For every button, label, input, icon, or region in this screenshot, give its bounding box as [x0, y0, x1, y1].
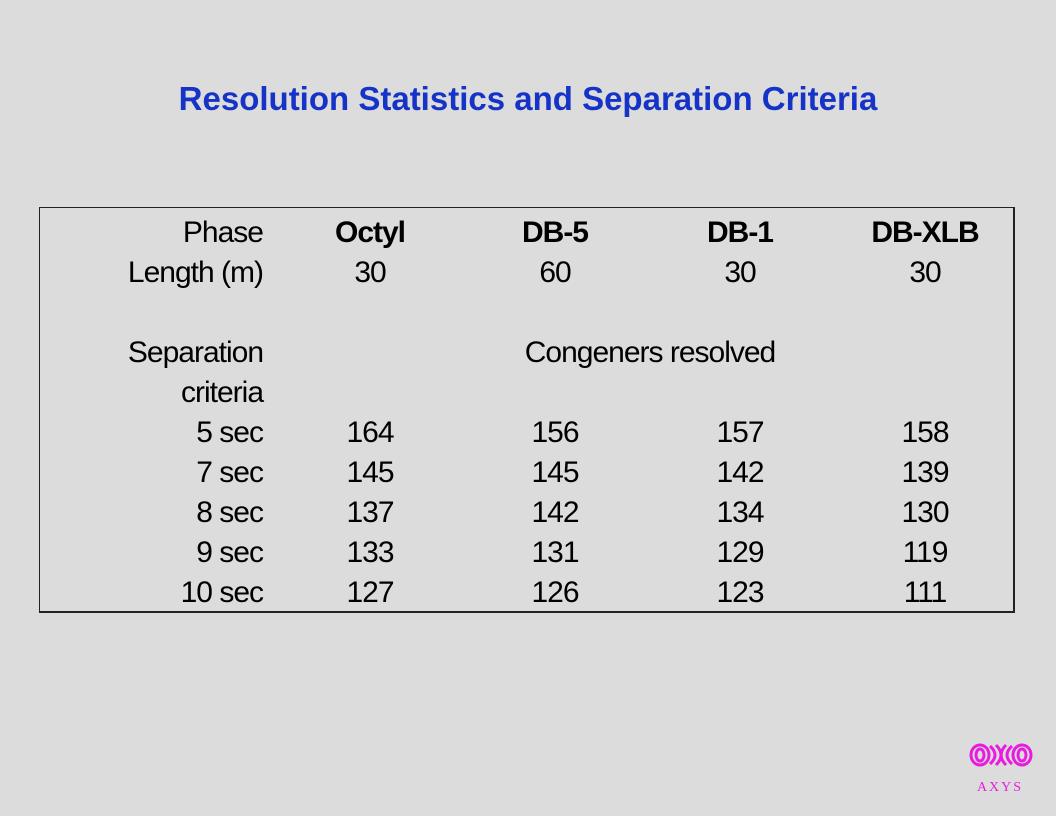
row-label: 5 sec: [196, 416, 264, 449]
criteria-label: criteria: [180, 376, 264, 409]
table-cell: 127: [346, 576, 394, 609]
table-cell: 131: [531, 536, 579, 569]
table-cell: 145: [346, 456, 394, 489]
table-cell: 111: [903, 576, 948, 609]
table-cell: 119: [902, 536, 949, 569]
table-cell: 145: [531, 456, 579, 489]
congeners-resolved-label: Congeners resolved: [524, 336, 777, 369]
table-cell: 164: [346, 416, 394, 449]
table-cell: 142: [716, 456, 764, 489]
length-value: 30: [909, 256, 941, 289]
column-header-db1: DB-1: [706, 216, 774, 249]
table-cell: 137: [346, 496, 394, 529]
column-header-octyl: Octyl: [334, 216, 406, 249]
length-label: Length (m): [127, 256, 264, 289]
slide-title: Resolution Statistics and Separation Cri…: [178, 80, 878, 117]
row-label: 9 sec: [196, 536, 264, 569]
phase-label: Phase: [182, 216, 264, 249]
table-cell: 156: [531, 416, 579, 449]
table-cell: 142: [531, 496, 579, 529]
axys-logo-icon: [969, 743, 1033, 767]
data-table: Phase Octyl DB-5 DB-1 DB-XLB Length (m) …: [39, 207, 1015, 613]
length-value: 30: [724, 256, 756, 289]
table-cell: 133: [346, 536, 394, 569]
logo-wordmark: AXYS: [976, 780, 1024, 795]
table-cell: 126: [531, 576, 579, 609]
table-cell: 158: [901, 416, 949, 449]
table-cell: 123: [716, 576, 764, 609]
separation-label: Separation: [127, 336, 264, 369]
length-value: 30: [354, 256, 386, 289]
column-header-dbxlb: DB-XLB: [871, 216, 979, 249]
table-cell: 134: [716, 496, 764, 529]
table-cell: 139: [901, 456, 949, 489]
row-label: 10 sec: [180, 576, 264, 609]
row-label: 7 sec: [196, 456, 264, 489]
row-label: 8 sec: [196, 496, 264, 529]
column-header-db5: DB-5: [521, 216, 589, 249]
length-value: 60: [539, 256, 571, 289]
table-cell: 157: [716, 416, 764, 449]
table-cell: 129: [716, 536, 764, 569]
table-cell: 130: [901, 496, 949, 529]
